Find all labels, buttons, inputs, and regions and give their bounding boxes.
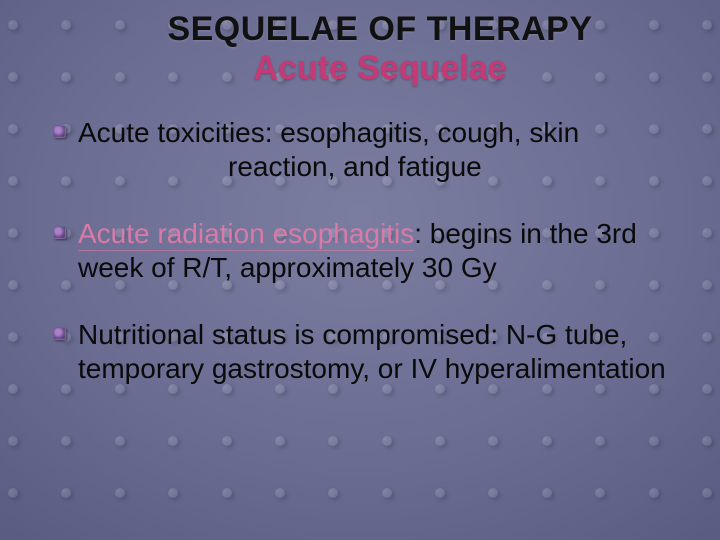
slide-content: SEQUELAE OF THERAPY Acute Sequelae Acute… [0, 0, 720, 540]
title-line-1: SEQUELAE OF THERAPY [80, 10, 680, 49]
title-block: SEQUELAE OF THERAPY Acute Sequelae [80, 10, 680, 88]
bullet-text: Nutritional status is compromised: N-G t… [78, 319, 666, 384]
title-line-2: Acute Sequelae [80, 49, 680, 88]
bullet-item: Acute radiation esophagitis: begins in t… [54, 217, 670, 284]
bullet-item: Nutritional status is compromised: N-G t… [54, 318, 670, 385]
bullet-text: Acute toxicities: esophagitis, cough, sk… [78, 117, 579, 148]
bullet-highlight-text: Acute radiation esophagitis [78, 218, 414, 251]
bullet-list: Acute toxicities: esophagitis, cough, sk… [50, 116, 680, 386]
bullet-continuation: reaction, and fatigue [228, 150, 670, 184]
bullet-item: Acute toxicities: esophagitis, cough, sk… [54, 116, 670, 183]
